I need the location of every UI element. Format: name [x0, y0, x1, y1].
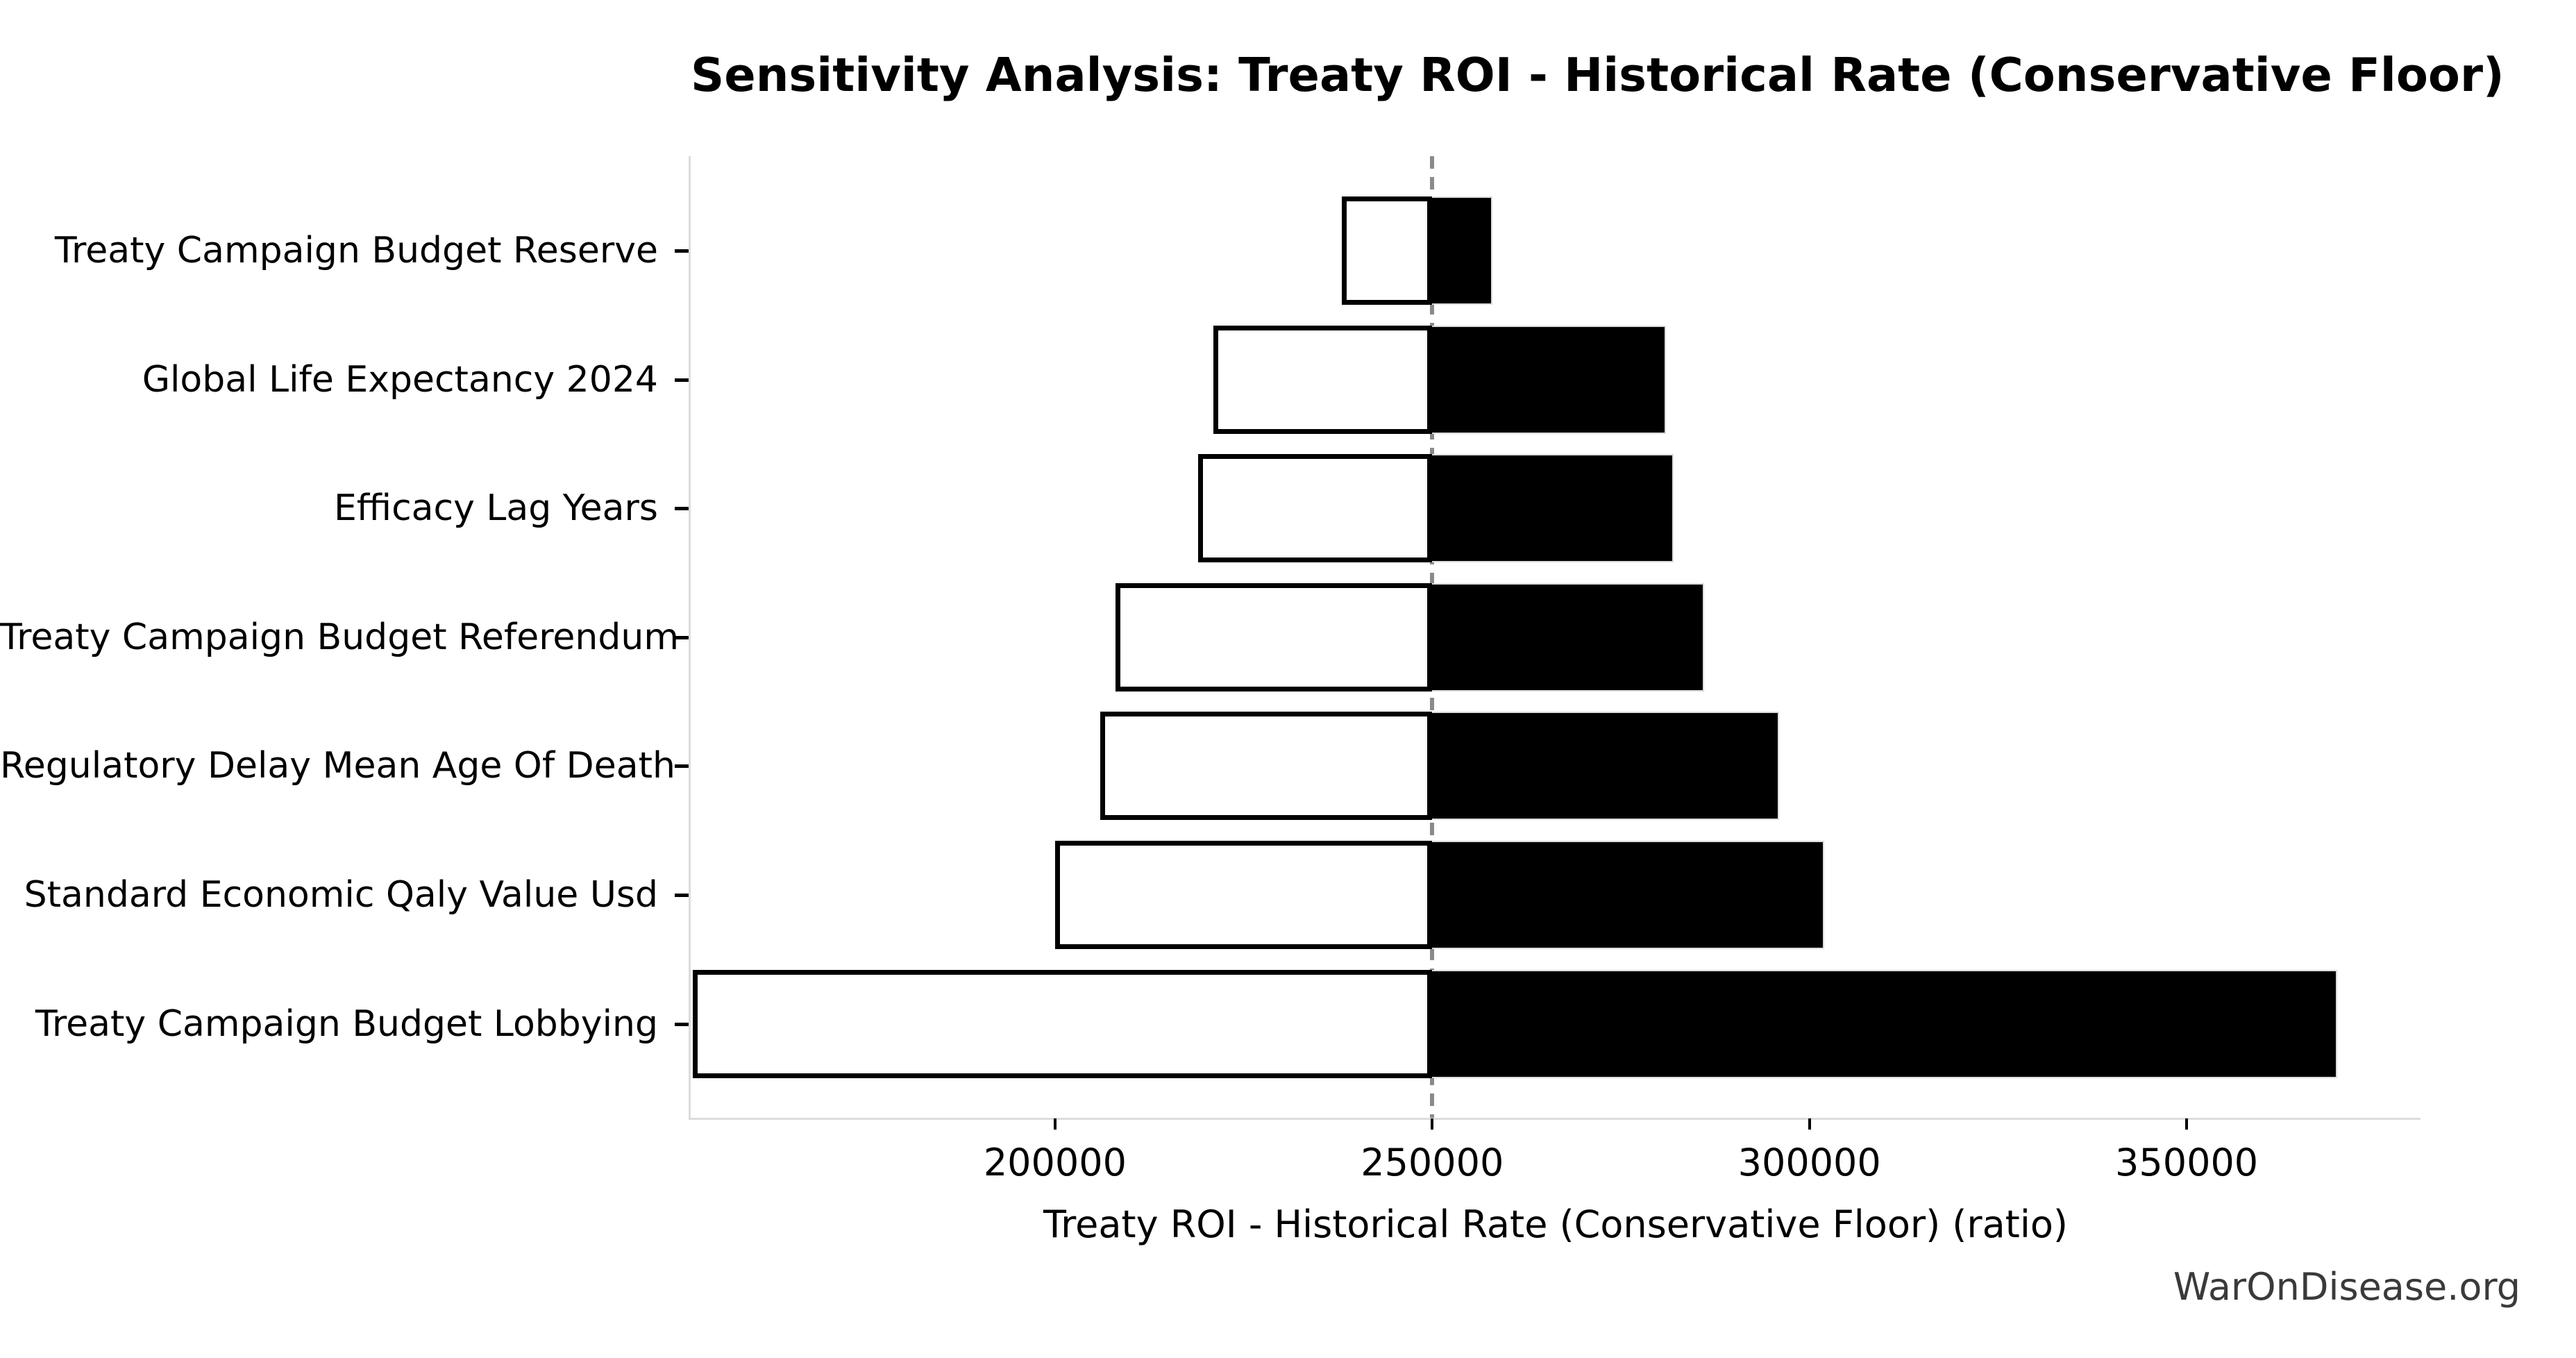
y-tick-mark	[675, 1022, 689, 1026]
x-axis-spine	[689, 1118, 2421, 1120]
tornado-bar-low-segment	[693, 969, 1433, 1078]
category-label: Efficacy Lag Years	[333, 487, 658, 530]
category-label: Regulatory Delay Mean Age Of Death	[0, 745, 675, 787]
y-tick-mark	[675, 507, 689, 511]
category-label: Global Life Expectancy 2024	[142, 358, 658, 401]
x-tick-mark	[1053, 1118, 1057, 1130]
y-tick-mark	[675, 893, 689, 897]
tornado-bar-low-segment	[1100, 712, 1433, 821]
category-label: Standard Economic Qaly Value Usd	[24, 873, 658, 916]
y-tick-mark	[675, 764, 689, 769]
x-tick-mark	[2185, 1118, 2189, 1130]
plot-area	[691, 156, 2421, 1118]
tornado-bar-low-segment	[1198, 454, 1433, 563]
category-label: Treaty Campaign Budget Lobbying	[35, 1003, 658, 1045]
category-label: Treaty Campaign Budget Referendum	[0, 616, 679, 658]
y-axis-spine	[689, 156, 691, 1120]
category-label: Treaty Campaign Budget Reserve	[54, 230, 658, 271]
watermark-text: WarOnDisease.org	[2173, 1265, 2520, 1309]
x-tick-label: 200000	[983, 1141, 1127, 1184]
y-tick-mark	[675, 635, 689, 639]
tornado-bar-low-segment	[1213, 325, 1433, 434]
x-tick-mark	[1808, 1118, 1811, 1130]
x-axis-label: Treaty ROI - Historical Rate (Conservati…	[1043, 1202, 2068, 1246]
tornado-bar-low-segment	[1115, 582, 1433, 691]
x-tick-label: 350000	[2115, 1141, 2259, 1184]
tornado-bar-low-segment	[1341, 196, 1433, 305]
y-tick-mark	[675, 378, 689, 382]
tornado-bar-low-segment	[1054, 840, 1433, 949]
y-tick-mark	[675, 249, 689, 253]
x-tick-label: 250000	[1361, 1141, 1504, 1184]
x-tick-label: 300000	[1737, 1141, 1881, 1184]
chart-title: Sensitivity Analysis: Treaty ROI - Histo…	[691, 48, 2505, 102]
x-tick-mark	[1431, 1118, 1434, 1130]
